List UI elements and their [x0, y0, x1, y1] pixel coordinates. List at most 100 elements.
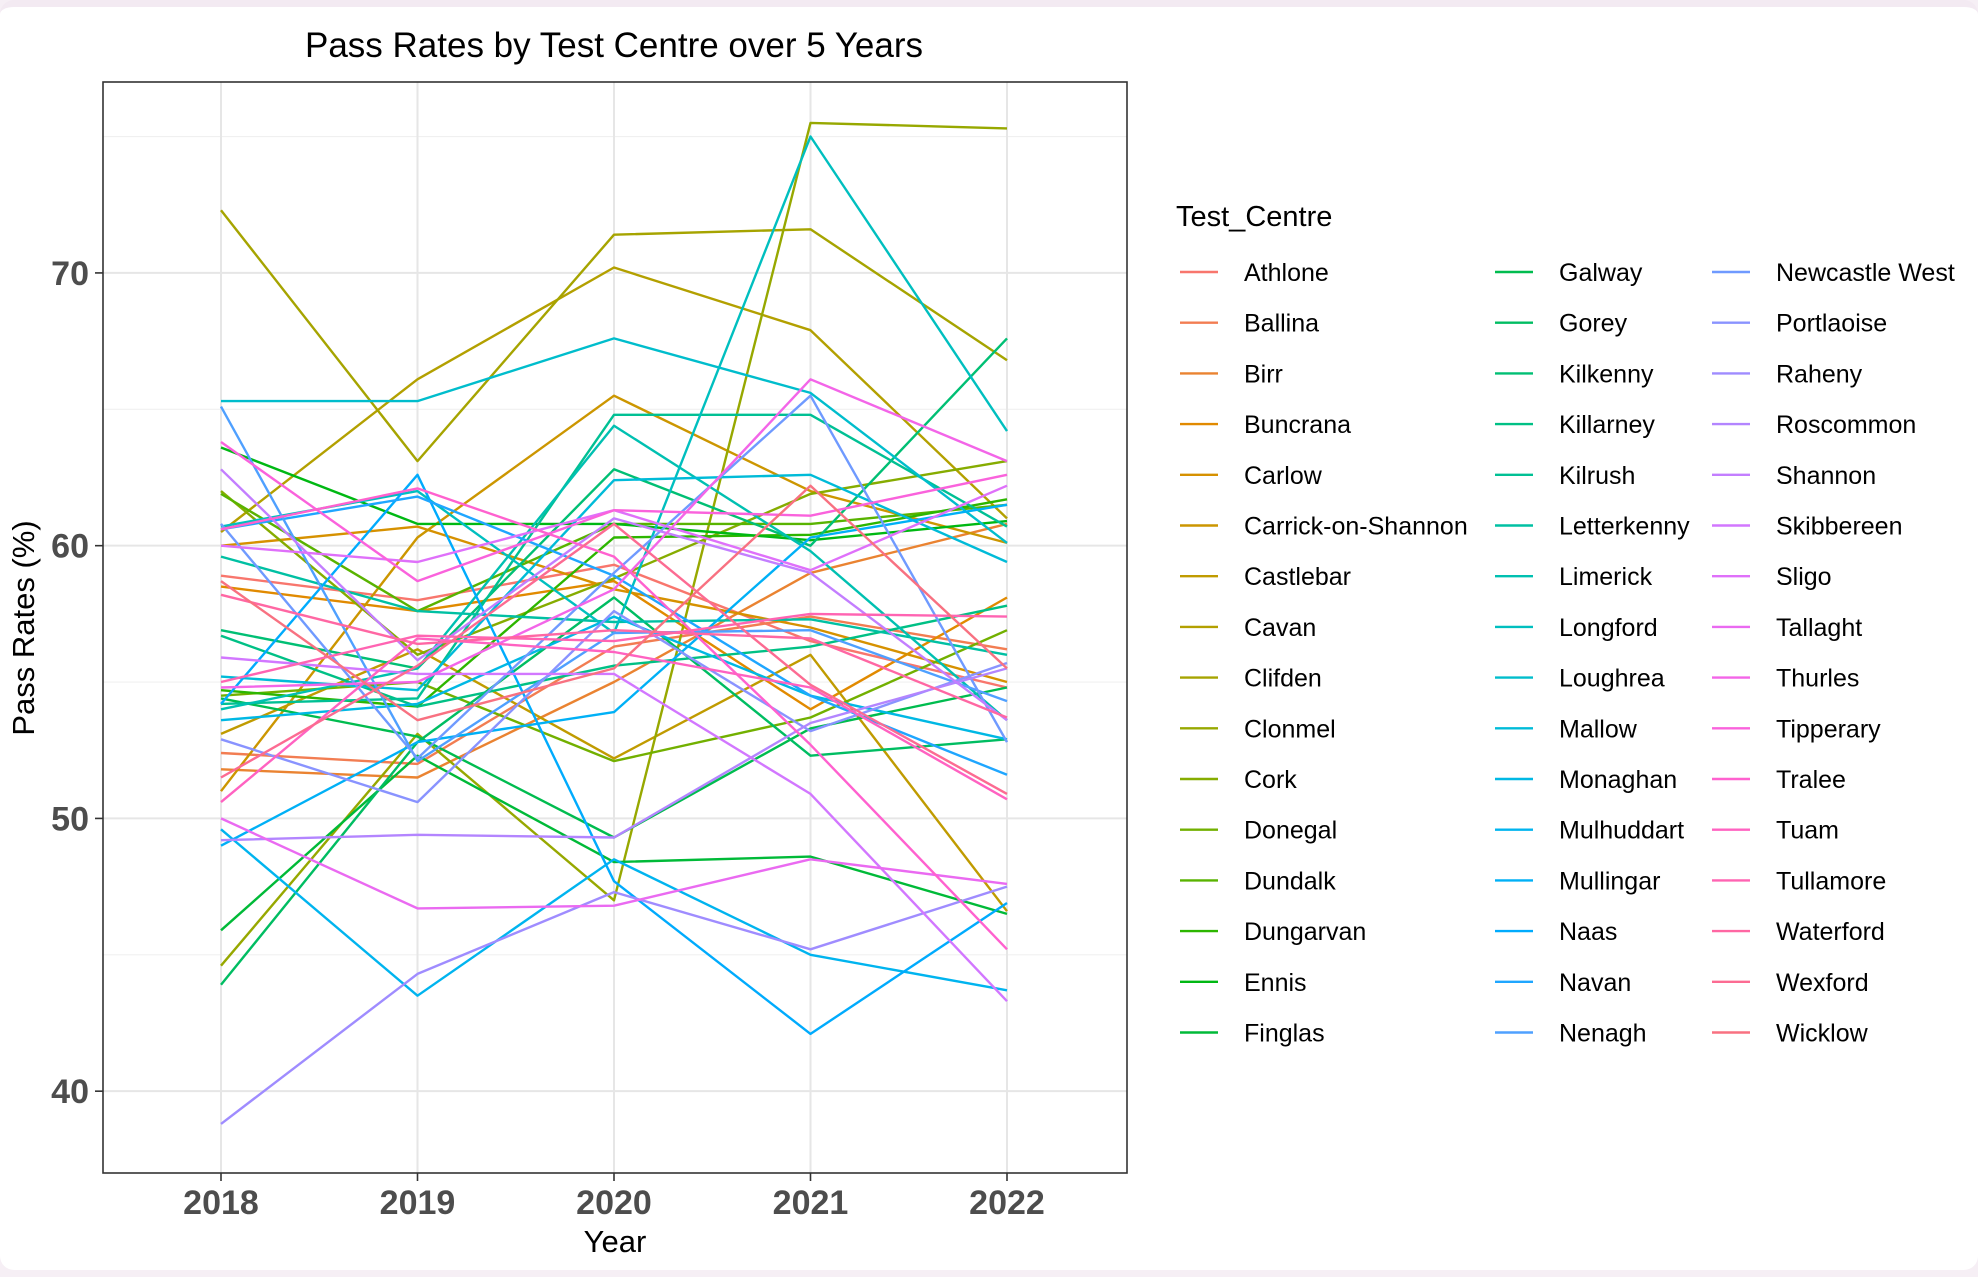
legend-item: Killarney: [1495, 411, 1655, 439]
y-axis-label: Pass Rates (%): [6, 520, 41, 735]
legend-label: Galway: [1559, 259, 1643, 287]
series-line: [220, 468, 1008, 722]
legend-item: Wicklow: [1712, 1020, 1869, 1048]
legend-label: Killarney: [1559, 411, 1655, 439]
legend-label: Newcastle West: [1776, 259, 1955, 287]
series-line: [220, 593, 1008, 719]
series-line: [220, 459, 1008, 656]
legend-item: Longford: [1495, 614, 1658, 642]
series-line: [220, 209, 1008, 463]
legend-item: Kilkenny: [1495, 360, 1654, 388]
x-tick-label: 2022: [969, 1184, 1045, 1222]
line-chart: Pass Rates by Test Centre over 5 Years 4…: [6, 26, 1955, 1259]
series-line: [220, 656, 1008, 1003]
legend-label: Birr: [1244, 360, 1283, 388]
legend-item: Waterford: [1712, 918, 1885, 946]
series-line: [220, 503, 1008, 847]
series-line: [220, 615, 1008, 766]
legend-label: Raheny: [1776, 360, 1863, 388]
legend-label: Tuam: [1776, 817, 1839, 845]
legend-item: Newcastle West: [1712, 259, 1955, 287]
series-line: [220, 555, 1008, 656]
legend-item: Raheny: [1712, 360, 1863, 388]
grid-lines: [103, 82, 1127, 1173]
series-line: [219, 406, 1008, 763]
series-line: [220, 484, 1008, 722]
legend-label: Waterford: [1776, 918, 1885, 946]
series-line: [220, 667, 1008, 842]
legend-title: Test_Centre: [1176, 201, 1332, 233]
legend-item: Tralee: [1712, 766, 1846, 794]
series-line: [220, 394, 1008, 792]
series-line: [220, 394, 1009, 760]
series-line: [220, 473, 1008, 692]
series-line: [220, 817, 1008, 910]
legend-item: Cavan: [1180, 614, 1316, 642]
series-line: [220, 885, 1008, 1125]
series-line: [220, 473, 1008, 1036]
series-lines: [219, 121, 1009, 1125]
legend-item: Sligo: [1712, 563, 1832, 591]
legend-item: Finglas: [1180, 1020, 1325, 1048]
legend-item: Navan: [1495, 969, 1631, 997]
legend-item: Kilrush: [1495, 462, 1635, 490]
plot-border: [102, 81, 1128, 1174]
legend-item: Clonmel: [1180, 715, 1336, 743]
legend-label: Donegal: [1244, 817, 1337, 845]
series-line: [220, 596, 1008, 986]
legend-label: Portlaoise: [1776, 310, 1887, 338]
series-line: [220, 522, 1008, 795]
legend-item: Tuam: [1712, 817, 1839, 845]
legend-label: Kilkenny: [1559, 360, 1654, 388]
legend-item: Athlone: [1180, 259, 1329, 287]
legend-label: Naas: [1559, 918, 1617, 946]
legend-item: Skibbereen: [1712, 513, 1902, 541]
x-tick-label: 2021: [773, 1184, 849, 1222]
legend-item: Wexford: [1712, 969, 1869, 997]
legend-item: Gorey: [1495, 310, 1628, 338]
legend-item: Thurles: [1712, 665, 1859, 693]
legend-item: Ennis: [1180, 969, 1307, 997]
legend-label: Clifden: [1244, 665, 1322, 693]
legend-item: Tipperary: [1712, 715, 1881, 743]
legend-label: Tipperary: [1776, 715, 1881, 743]
legend-label: Carlow: [1244, 462, 1323, 490]
legend-item: Letterkenny: [1495, 513, 1690, 541]
y-axis: 40 50 60 70: [51, 255, 103, 1111]
legend-item: Mulhuddart: [1495, 817, 1684, 845]
legend-item: Naas: [1495, 918, 1617, 946]
x-tick-label: 2019: [380, 1184, 456, 1222]
legend-label: Dungarvan: [1244, 918, 1366, 946]
legend-item: Tullamore: [1712, 867, 1886, 895]
legend: Athlone Ballina Birr Buncrana Carlow Carrick-…: [1180, 259, 1955, 1048]
legend-label: Sligo: [1776, 563, 1832, 591]
legend-item: Monaghan: [1495, 766, 1677, 794]
legend-label: Navan: [1559, 969, 1631, 997]
legend-label: Tallaght: [1776, 614, 1862, 642]
legend-item: Limerick: [1495, 563, 1653, 591]
legend-item: Portlaoise: [1712, 310, 1887, 338]
legend-item: Cork: [1180, 766, 1297, 794]
series-line: [220, 828, 1008, 997]
series-line: [220, 337, 1008, 670]
legend-label: Limerick: [1559, 563, 1653, 591]
legend-label: Thurles: [1776, 665, 1859, 693]
legend-label: Ennis: [1244, 969, 1307, 997]
legend-label: Finglas: [1244, 1020, 1325, 1048]
legend-label: Monaghan: [1559, 766, 1677, 794]
legend-item: Birr: [1180, 360, 1283, 388]
series-line: [221, 337, 1008, 544]
series-line: [220, 615, 1008, 741]
legend-item: Dundalk: [1180, 867, 1336, 895]
legend-item: Mallow: [1495, 715, 1638, 743]
chart-title: Pass Rates by Test Centre over 5 Years: [305, 26, 923, 65]
series-line: [220, 754, 1008, 932]
legend-label: Mallow: [1559, 715, 1638, 743]
legend-item: Castlebar: [1180, 563, 1351, 591]
legend-label: Mulhuddart: [1559, 817, 1684, 845]
legend-label: Loughrea: [1559, 665, 1665, 693]
series-line: [220, 579, 1008, 711]
legend-label: Letterkenny: [1559, 513, 1690, 541]
x-axis: 2018 2019 2020 2021 2022: [183, 1173, 1045, 1222]
series-line: [220, 612, 1008, 684]
